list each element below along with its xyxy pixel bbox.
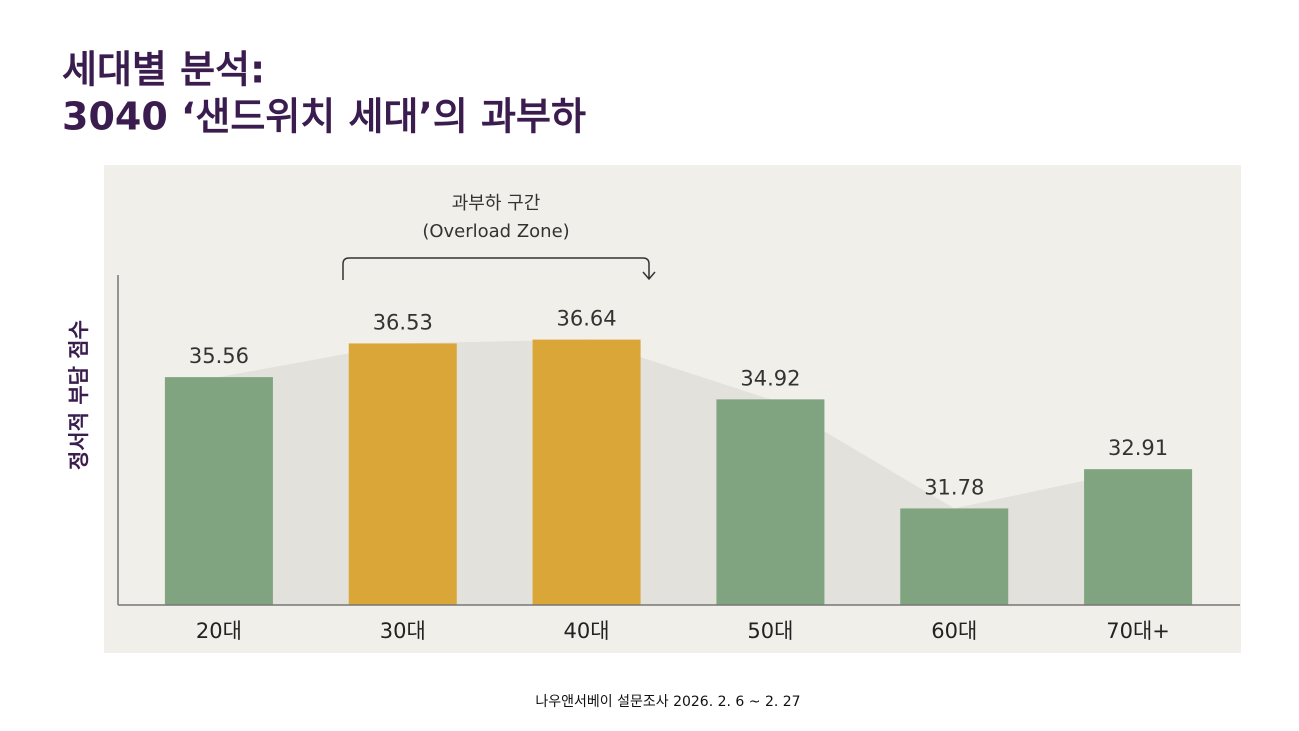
value-label: 31.78 [924, 475, 984, 499]
bar [1084, 469, 1193, 605]
value-label: 36.64 [557, 307, 617, 331]
bar [164, 377, 273, 605]
value-label: 36.53 [373, 310, 433, 334]
y-axis-label: 정서적 부담 점수 [67, 320, 91, 470]
x-tick-label: 50대 [747, 619, 793, 643]
annotation-bracket [342, 257, 656, 281]
x-tick-label: 60대 [931, 619, 977, 643]
x-tick-label: 30대 [380, 619, 426, 643]
bar [900, 508, 1009, 605]
chart-title: 3040 ‘샌드위치 세대’의 과부하 [62, 95, 586, 139]
value-label: 34.92 [740, 366, 800, 390]
bar [532, 339, 641, 605]
source-note: 나우앤서베이 설문조사 2026. 2. 6 ~ 2. 27 [535, 694, 800, 710]
annotation: 과부하 구간 [452, 193, 541, 214]
value-label: 35.56 [189, 344, 249, 368]
chart-title: 세대별 분석: [62, 48, 265, 92]
value-label: 32.91 [1108, 436, 1168, 460]
bar [716, 399, 825, 605]
bar [348, 343, 457, 605]
x-tick-label: 70대+ [1106, 619, 1170, 643]
x-tick-label: 40대 [564, 619, 610, 643]
annotation: (Overload Zone) [422, 221, 569, 242]
plot-area [164, 339, 1193, 605]
x-tick-label: 20대 [196, 619, 242, 643]
